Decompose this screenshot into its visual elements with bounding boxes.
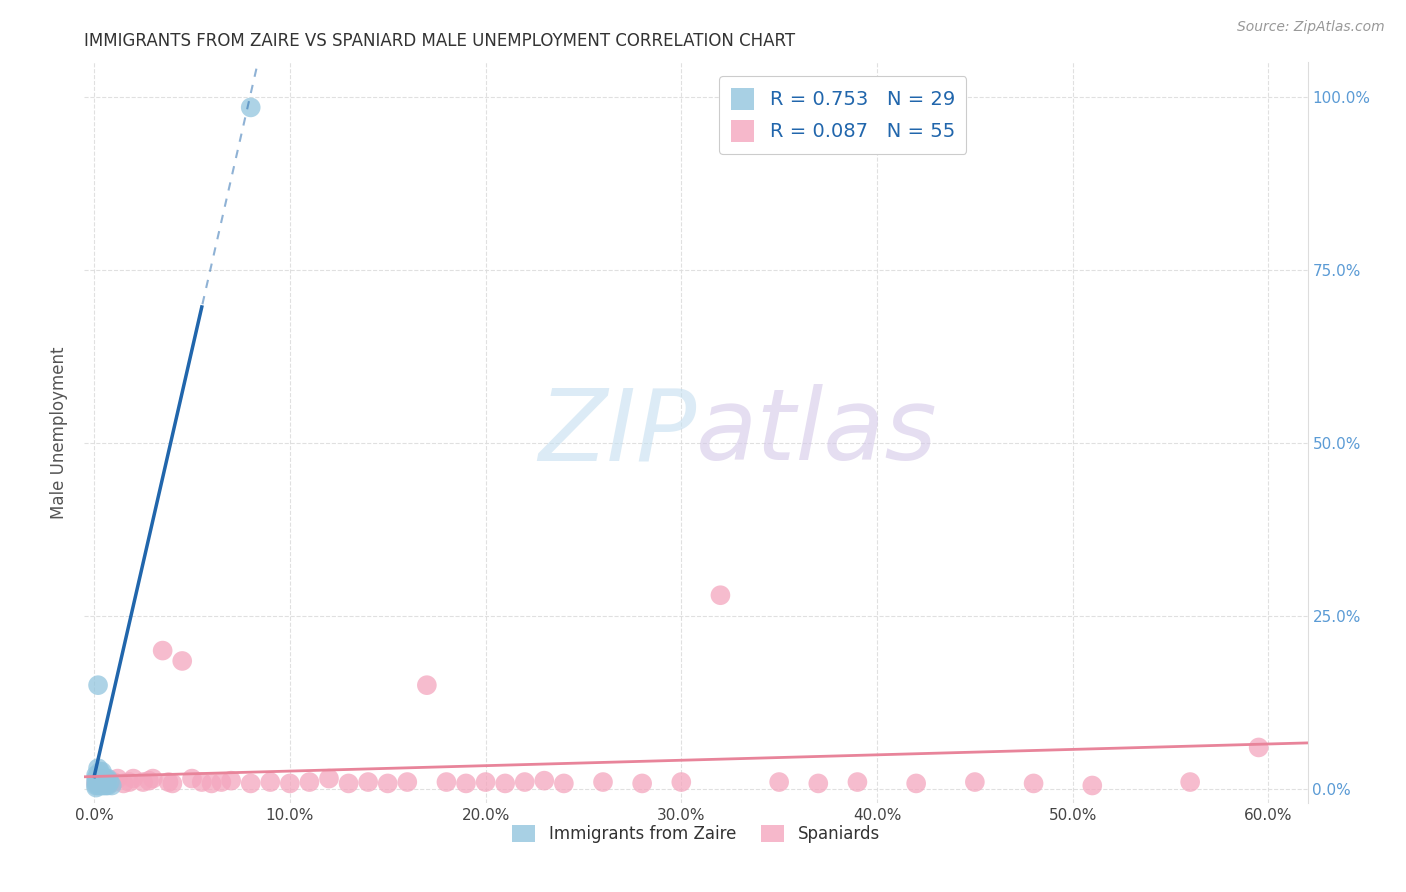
Point: [157, 775, 180, 789]
Point: [94, 772, 117, 786]
Point: [396, 775, 419, 789]
Point: [357, 775, 380, 789]
Text: IMMIGRANTS FROM ZAIRE VS SPANIARD MALE UNEMPLOYMENT CORRELATION CHART: IMMIGRANTS FROM ZAIRE VS SPANIARD MALE U…: [84, 32, 796, 50]
Point: [142, 772, 165, 786]
Point: [93, 779, 115, 793]
Point: [89, 779, 111, 793]
Point: [807, 776, 830, 790]
Point: [1081, 779, 1104, 793]
Point: [89, 775, 111, 789]
Point: [107, 772, 129, 786]
Point: [1178, 775, 1201, 789]
Point: [138, 773, 160, 788]
Point: [93, 772, 115, 786]
Point: [100, 779, 122, 793]
Point: [278, 776, 301, 790]
Point: [98, 775, 121, 789]
Point: [84, 780, 107, 795]
Point: [118, 775, 141, 789]
Point: [93, 776, 115, 790]
Point: [239, 100, 262, 114]
Y-axis label: Male Unemployment: Male Unemployment: [51, 346, 69, 519]
Point: [631, 776, 654, 790]
Point: [91, 772, 114, 786]
Point: [91, 772, 114, 786]
Point: [162, 776, 184, 790]
Point: [91, 779, 114, 793]
Point: [191, 775, 214, 789]
Point: [181, 772, 204, 786]
Point: [416, 678, 439, 692]
Point: [239, 776, 262, 790]
Point: [89, 764, 111, 779]
Point: [709, 588, 731, 602]
Point: [87, 779, 110, 793]
Point: [97, 772, 120, 786]
Point: [318, 772, 340, 786]
Point: [89, 768, 111, 782]
Point: [298, 775, 321, 789]
Point: [474, 775, 496, 789]
Legend: Immigrants from Zaire, Spaniards: Immigrants from Zaire, Spaniards: [505, 819, 887, 850]
Point: [219, 773, 242, 788]
Point: [94, 775, 117, 789]
Point: [87, 761, 110, 775]
Point: [93, 775, 115, 789]
Point: [132, 775, 155, 789]
Text: Source: ZipAtlas.com: Source: ZipAtlas.com: [1237, 20, 1385, 34]
Point: [209, 775, 232, 789]
Point: [87, 773, 110, 788]
Text: atlas: atlas: [696, 384, 938, 481]
Point: [122, 772, 145, 786]
Point: [87, 775, 110, 789]
Point: [87, 768, 110, 782]
Point: [84, 768, 107, 782]
Point: [1022, 776, 1045, 790]
Point: [94, 779, 117, 793]
Point: [963, 775, 986, 789]
Point: [513, 775, 536, 789]
Point: [436, 775, 458, 789]
Point: [112, 776, 135, 790]
Text: ZIP: ZIP: [537, 384, 696, 481]
Point: [84, 775, 107, 789]
Point: [259, 775, 281, 789]
Point: [91, 764, 114, 779]
Point: [671, 775, 693, 789]
Point: [89, 772, 111, 786]
Point: [152, 643, 174, 657]
Point: [98, 776, 121, 790]
Point: [200, 776, 222, 790]
Point: [84, 776, 107, 790]
Point: [533, 773, 555, 788]
Point: [97, 773, 120, 788]
Point: [553, 776, 575, 790]
Point: [1247, 740, 1270, 755]
Point: [768, 775, 790, 789]
Point: [97, 779, 120, 793]
Point: [172, 654, 194, 668]
Point: [846, 775, 869, 789]
Point: [89, 775, 111, 789]
Point: [91, 775, 114, 789]
Point: [592, 775, 614, 789]
Point: [84, 779, 107, 793]
Point: [84, 772, 107, 786]
Point: [377, 776, 399, 790]
Point: [454, 776, 477, 790]
Point: [103, 775, 125, 789]
Point: [905, 776, 928, 790]
Point: [87, 678, 110, 692]
Point: [337, 776, 360, 790]
Point: [494, 776, 516, 790]
